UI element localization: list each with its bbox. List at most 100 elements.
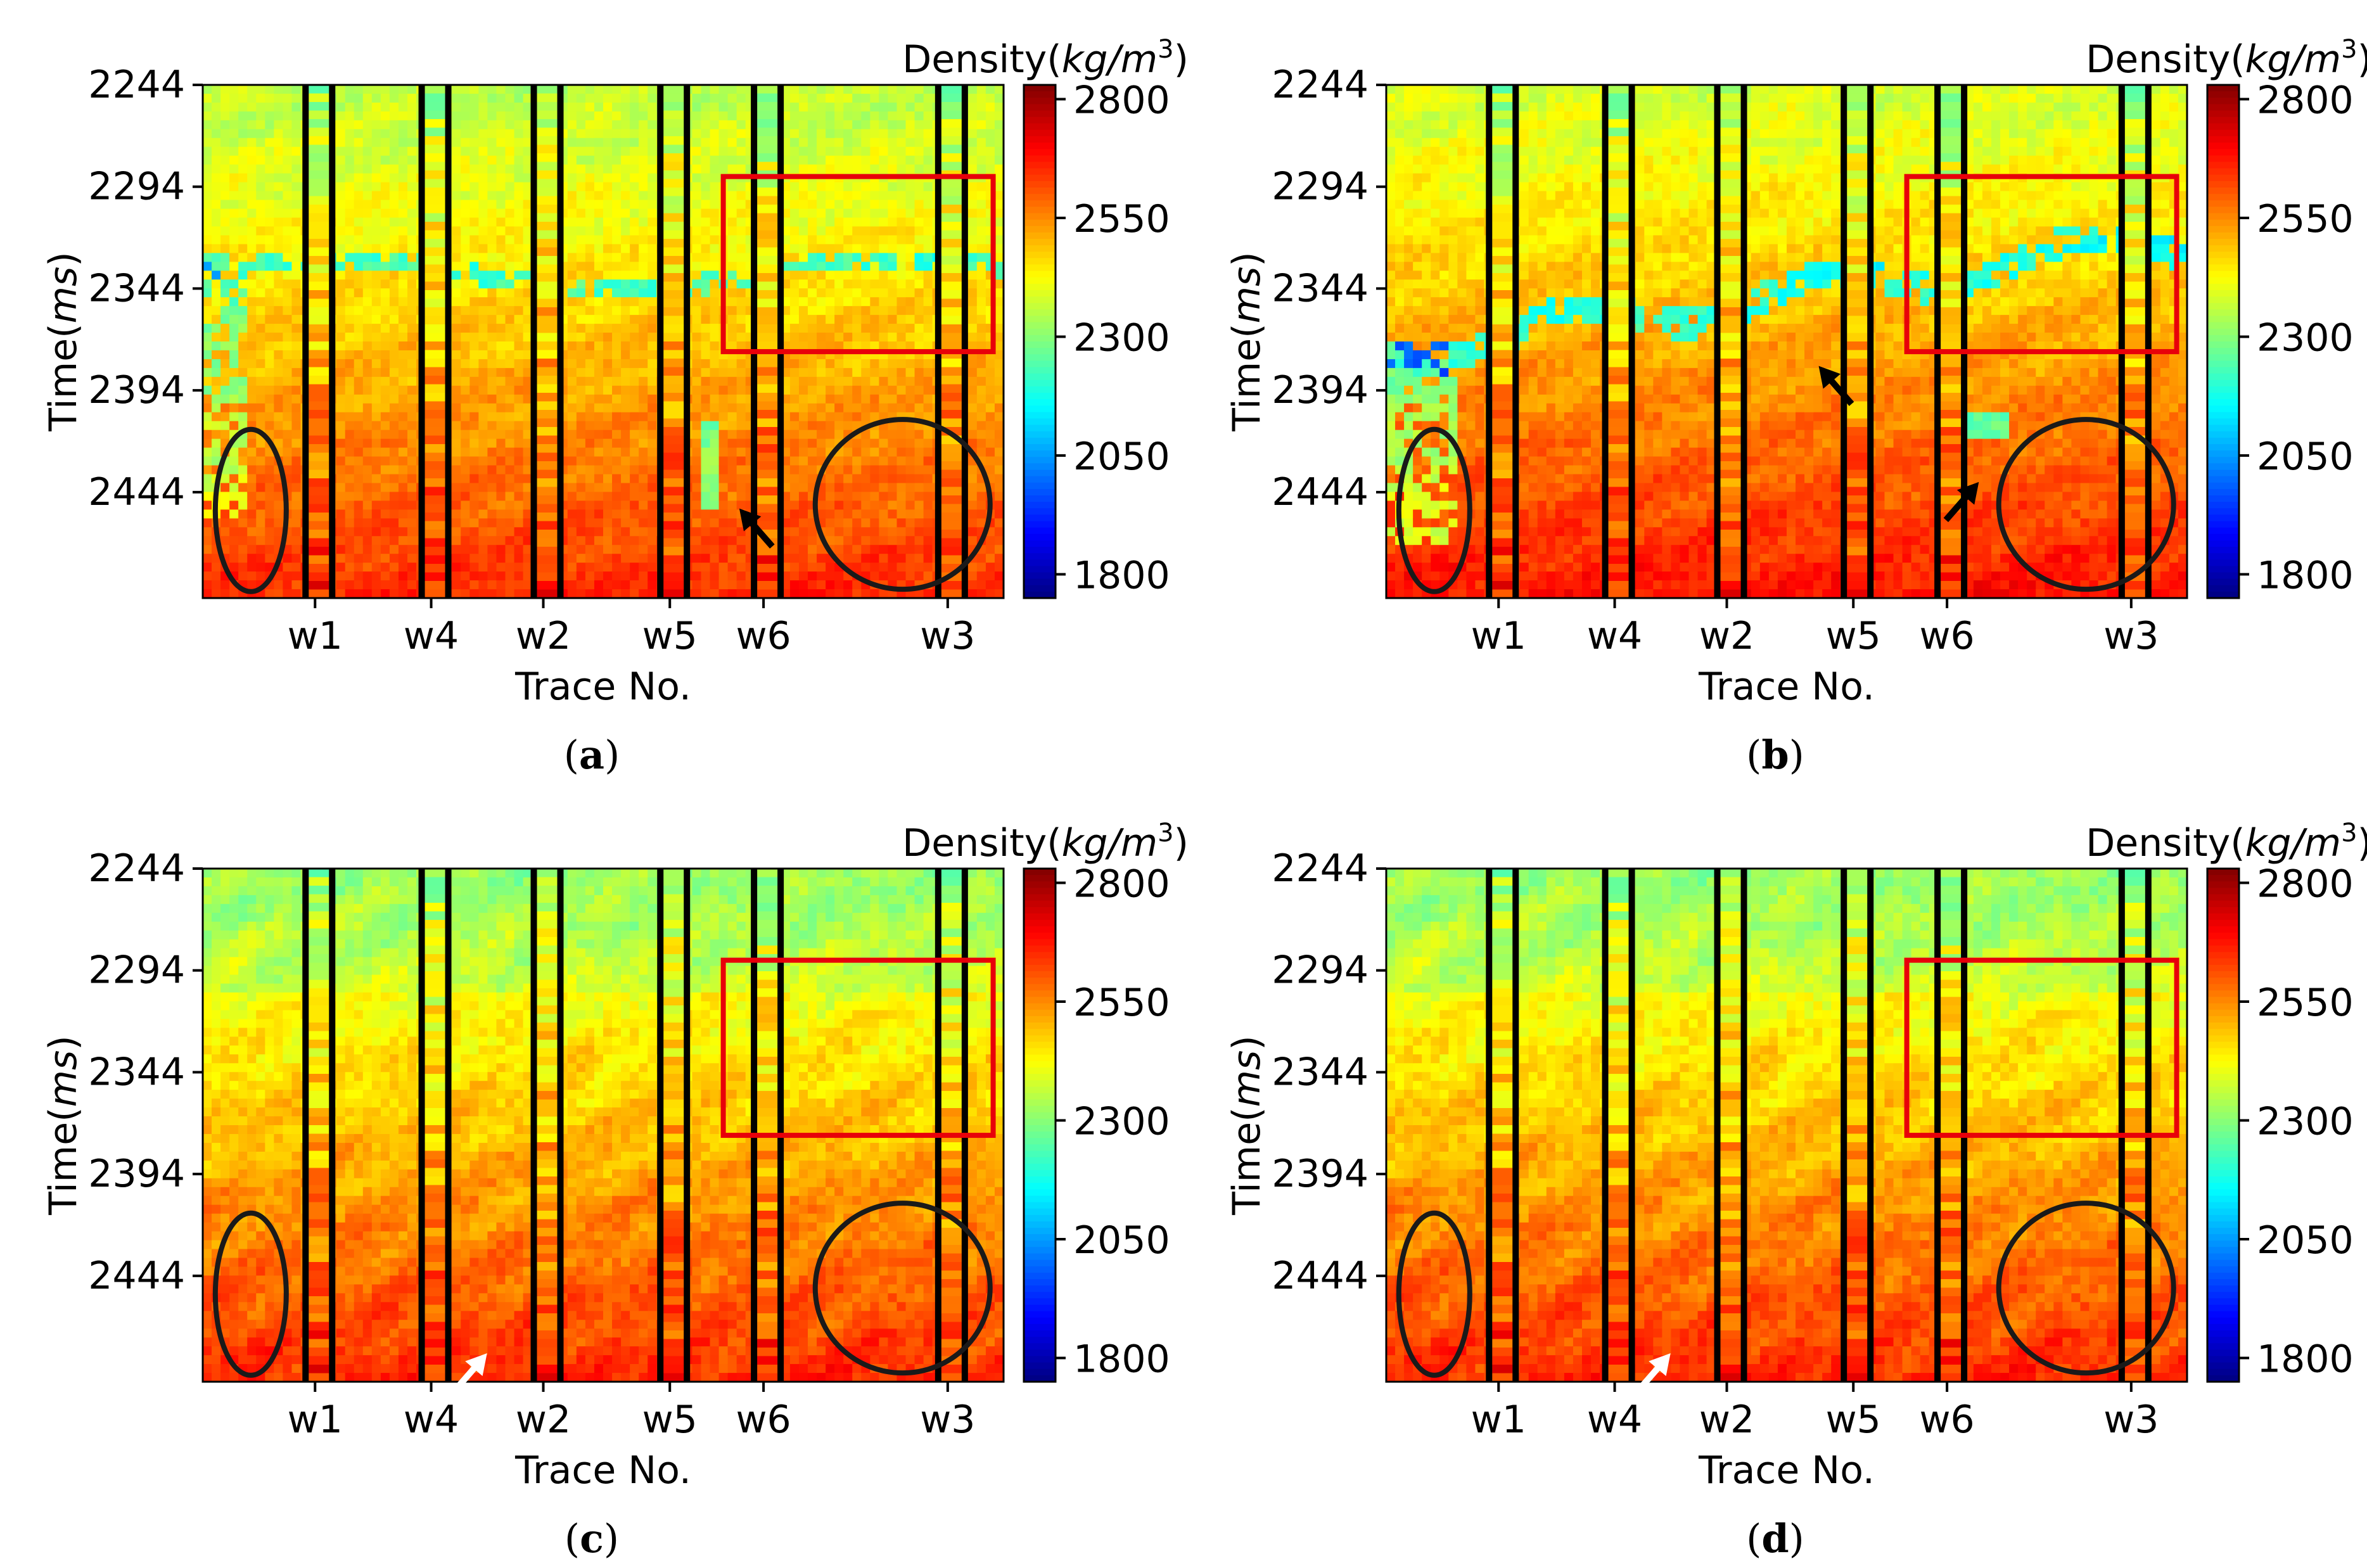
density-cell [843, 580, 853, 590]
density-cell [888, 279, 898, 290]
density-cell [639, 93, 649, 104]
density-cell [852, 563, 862, 573]
density-cell [371, 447, 382, 457]
density-cell [354, 253, 364, 263]
density-cell [452, 421, 462, 431]
density-cell [692, 137, 702, 148]
density-cell [265, 279, 275, 290]
density-cell [843, 421, 853, 431]
density-cell [621, 155, 631, 165]
density-cell [852, 306, 862, 316]
density-cell [905, 146, 916, 156]
density-cell [345, 208, 355, 219]
density-cell [220, 527, 231, 537]
density-cell [220, 333, 231, 343]
density-cell [798, 279, 809, 290]
density-cell [398, 253, 409, 263]
density-cell [621, 235, 631, 245]
density-cell [345, 509, 355, 519]
density-cell [212, 271, 222, 281]
density-cell [879, 563, 889, 573]
density-cell [496, 465, 506, 475]
density-cell [256, 155, 266, 165]
density-cell [905, 492, 916, 502]
density-cell [861, 589, 871, 599]
density-cell [345, 359, 355, 369]
density-cell [505, 315, 515, 325]
density-cell [692, 200, 702, 210]
density-cell [291, 412, 302, 422]
density-cell [389, 324, 400, 334]
density-cell [727, 306, 737, 316]
density-cell [648, 545, 658, 555]
density-cell [238, 483, 248, 493]
density-cell [461, 509, 471, 519]
density-cell [203, 129, 213, 139]
density-cell [461, 217, 471, 227]
density-cell [336, 137, 346, 148]
density-cell [380, 164, 391, 174]
density-cell [345, 164, 355, 174]
density-cell [265, 226, 275, 236]
density-cell [692, 385, 702, 395]
density-cell [220, 385, 231, 395]
density-cell [603, 226, 613, 236]
density-cell [798, 155, 809, 165]
density-cell [639, 129, 649, 139]
density-cell [461, 102, 471, 113]
density-cell [905, 93, 916, 104]
density-cell [612, 483, 622, 493]
density-cell [487, 518, 497, 528]
density-cell [692, 376, 702, 387]
density-cell [843, 208, 853, 219]
density-cell [879, 359, 889, 369]
density-cell [371, 306, 382, 316]
density-cell [834, 385, 845, 395]
density-cell [505, 367, 515, 378]
density-cell [914, 315, 924, 325]
density-cell [274, 580, 284, 590]
density-cell [896, 456, 907, 466]
density-cell [612, 509, 622, 519]
density-cell [576, 85, 587, 95]
density-cell [826, 430, 836, 440]
density-cell [362, 394, 373, 404]
density-cell [496, 403, 506, 413]
density-cell [852, 527, 862, 537]
density-cell [469, 85, 480, 95]
density-cell [639, 394, 649, 404]
density-cell [798, 571, 809, 582]
density-cell [283, 297, 293, 307]
density-cell [523, 456, 533, 466]
density-cell [203, 208, 213, 219]
density-cell [905, 182, 916, 192]
density-cell [905, 563, 916, 573]
density-cell [274, 182, 284, 192]
density-cell [291, 120, 302, 131]
density-cell [967, 93, 978, 104]
density-cell [452, 155, 462, 165]
density-cell [826, 500, 836, 511]
density-cell [789, 226, 800, 236]
density-cell [861, 129, 871, 139]
density-cell [817, 164, 827, 174]
density-cell [345, 350, 355, 360]
density-cell [710, 85, 720, 95]
density-cell [514, 333, 524, 343]
density-cell [701, 262, 711, 272]
density-cell [238, 394, 248, 404]
density-cell [603, 137, 613, 148]
density-cell [203, 341, 213, 352]
density-cell [576, 155, 587, 165]
density-cell [398, 315, 409, 325]
density-cell [621, 93, 631, 104]
density-cell [905, 191, 916, 201]
density-cell [718, 456, 729, 466]
density-cell [861, 456, 871, 466]
density-cell [407, 129, 418, 139]
density-cell [398, 226, 409, 236]
density-cell [621, 385, 631, 395]
density-cell [888, 253, 898, 263]
density-cell [612, 155, 622, 165]
density-cell [229, 102, 239, 113]
